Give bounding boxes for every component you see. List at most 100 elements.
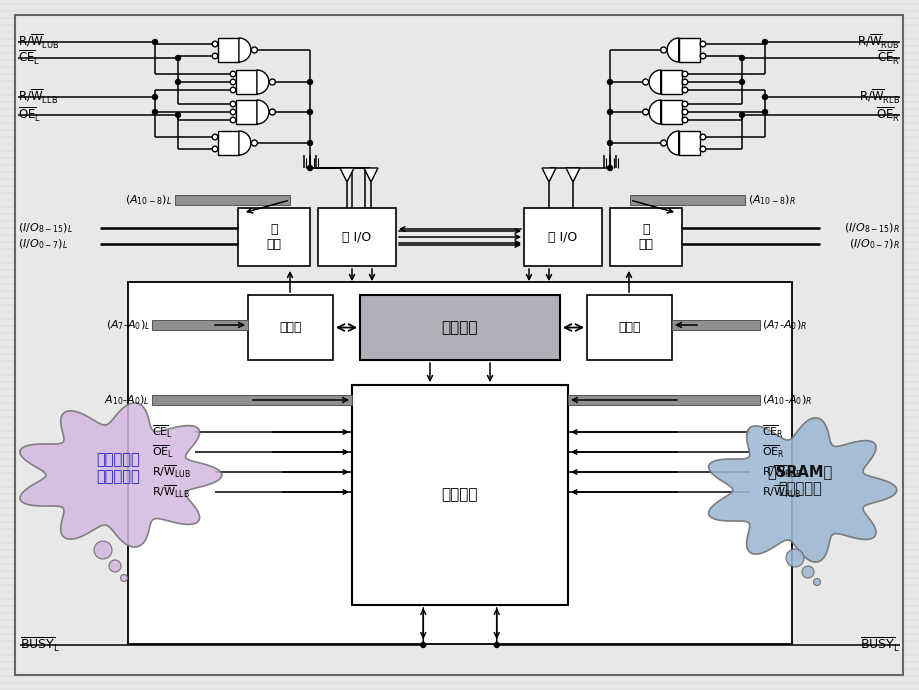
Text: 列 I/O: 列 I/O	[342, 230, 371, 244]
Text: R/$\overline{\rm W}_{LUB}$: R/$\overline{\rm W}_{LUB}$	[152, 464, 191, 480]
Circle shape	[682, 71, 687, 77]
Circle shape	[660, 140, 666, 146]
Circle shape	[212, 146, 218, 152]
Polygon shape	[678, 38, 699, 62]
Circle shape	[762, 95, 766, 99]
Text: $\overline{\rm OE}_R$: $\overline{\rm OE}_R$	[875, 106, 899, 124]
Text: $\overline{\rm CE}_R$: $\overline{\rm CE}_R$	[876, 49, 899, 67]
Polygon shape	[565, 168, 579, 182]
Bar	[630, 195, 744, 205]
Circle shape	[212, 134, 218, 140]
Bar	[586, 295, 671, 360]
Polygon shape	[678, 131, 699, 155]
Text: R/$\overline{\rm W}_{LLB}$: R/$\overline{\rm W}_{LLB}$	[18, 88, 58, 106]
Circle shape	[153, 39, 157, 44]
Bar	[524, 208, 601, 266]
Text: $A_{10}$-$A_0)_L$: $A_{10}$-$A_0)_L$	[104, 393, 150, 407]
Circle shape	[120, 575, 128, 582]
Circle shape	[641, 79, 648, 85]
Circle shape	[682, 101, 687, 107]
Text: $(I/O_{0-7})_R$: $(I/O_{0-7})_R$	[848, 237, 899, 250]
Bar	[248, 295, 333, 360]
Circle shape	[699, 146, 705, 152]
Polygon shape	[256, 100, 268, 124]
Circle shape	[494, 642, 499, 647]
Circle shape	[607, 166, 612, 170]
Text: $\overline{\rm OE}_L$: $\overline{\rm OE}_L$	[152, 444, 174, 460]
Text: 列 I/O: 列 I/O	[548, 230, 577, 244]
Polygon shape	[340, 168, 354, 182]
Circle shape	[212, 53, 218, 59]
Polygon shape	[364, 168, 378, 182]
Circle shape	[607, 79, 612, 84]
Polygon shape	[661, 100, 681, 124]
Bar	[175, 195, 289, 205]
Text: 行选择: 行选择	[618, 321, 640, 334]
Circle shape	[94, 541, 112, 559]
Circle shape	[176, 79, 180, 84]
Circle shape	[682, 117, 687, 123]
Text: $\overline{\rm CE}_L$: $\overline{\rm CE}_L$	[18, 49, 40, 67]
Circle shape	[269, 109, 275, 115]
Circle shape	[108, 560, 121, 572]
Polygon shape	[218, 131, 239, 155]
Text: $\overline{\rm OE}_R$: $\overline{\rm OE}_R$	[761, 444, 784, 460]
Polygon shape	[666, 38, 678, 62]
Circle shape	[230, 109, 235, 115]
Bar	[238, 208, 310, 266]
Circle shape	[307, 166, 312, 170]
Text: 行选择: 行选择	[279, 321, 301, 334]
Polygon shape	[541, 168, 555, 182]
Polygon shape	[239, 131, 251, 155]
Polygon shape	[649, 70, 661, 94]
Text: $(A_{10}$-$A_0)_R$: $(A_{10}$-$A_0)_R$	[761, 393, 811, 407]
Text: $(A_7\text{-}A_0)_L$: $(A_7\text{-}A_0)_L$	[106, 318, 150, 332]
Circle shape	[251, 140, 257, 146]
Text: 列
选择: 列 选择	[267, 223, 281, 251]
Polygon shape	[708, 418, 896, 562]
Polygon shape	[20, 403, 221, 547]
Text: $(I/O_{8-15})_L$: $(I/O_{8-15})_L$	[18, 221, 74, 235]
Text: $\overline{\rm BUSY}_L$: $\overline{\rm BUSY}_L$	[859, 636, 899, 654]
Circle shape	[307, 110, 312, 115]
Circle shape	[153, 95, 157, 99]
Text: 判别逻辑: 判别逻辑	[441, 488, 478, 502]
Polygon shape	[236, 70, 256, 94]
Circle shape	[699, 53, 705, 59]
Bar	[152, 395, 352, 405]
Circle shape	[230, 117, 235, 123]
Bar	[128, 282, 791, 644]
Text: $\overline{\rm CE}_R$: $\overline{\rm CE}_R$	[761, 424, 783, 440]
Circle shape	[699, 134, 705, 140]
Circle shape	[641, 109, 648, 115]
Circle shape	[762, 39, 766, 44]
Circle shape	[739, 112, 743, 117]
Polygon shape	[236, 100, 256, 124]
Bar	[352, 385, 567, 605]
Circle shape	[230, 71, 235, 77]
Polygon shape	[256, 70, 268, 94]
Circle shape	[420, 642, 425, 647]
Bar	[359, 295, 560, 360]
Circle shape	[307, 141, 312, 146]
Bar	[567, 395, 759, 405]
Bar	[318, 208, 395, 266]
Text: R/$\overline{\rm W}_{LUB}$: R/$\overline{\rm W}_{LUB}$	[18, 33, 60, 51]
Circle shape	[607, 141, 612, 146]
Circle shape	[251, 47, 257, 53]
Polygon shape	[239, 38, 251, 62]
Circle shape	[212, 41, 218, 47]
Text: R/$\overline{\rm W}_{LLB}$: R/$\overline{\rm W}_{LLB}$	[152, 484, 190, 500]
Circle shape	[230, 79, 235, 85]
Polygon shape	[218, 38, 239, 62]
Circle shape	[682, 87, 687, 92]
Circle shape	[660, 47, 666, 53]
Polygon shape	[661, 70, 681, 94]
Circle shape	[307, 79, 312, 84]
Text: 存储矩阵: 存储矩阵	[441, 320, 478, 335]
Text: R/$\overline{\rm W}_{RLB}$: R/$\overline{\rm W}_{RLB}$	[858, 88, 899, 106]
Circle shape	[812, 578, 820, 586]
Text: $\overline{\rm OE}_L$: $\overline{\rm OE}_L$	[18, 106, 41, 124]
Text: 两个独立端
口各拥有？: 两个独立端 口各拥有？	[96, 452, 140, 484]
Text: $(A_{10-8})_R$: $(A_{10-8})_R$	[747, 193, 795, 207]
